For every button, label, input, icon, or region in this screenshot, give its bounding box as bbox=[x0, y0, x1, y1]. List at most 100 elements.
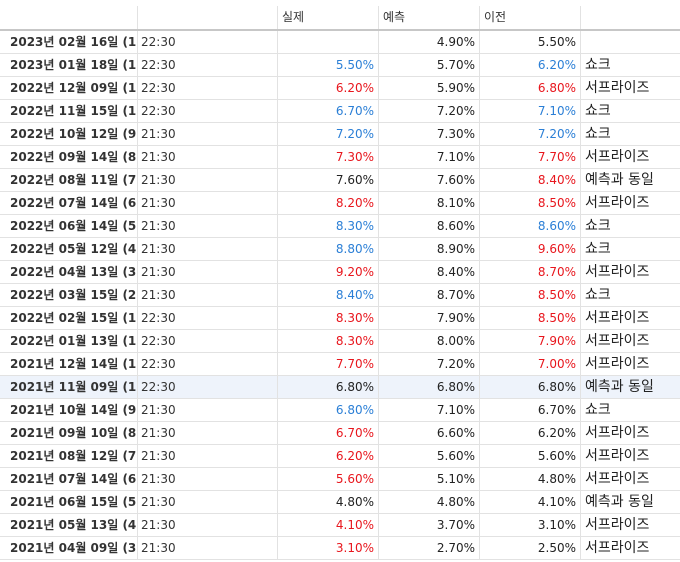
cell-forecast[interactable]: 8.70% bbox=[379, 284, 480, 307]
cell-time[interactable]: 22:30 bbox=[138, 353, 278, 376]
cell-forecast[interactable]: 2.70% bbox=[379, 537, 480, 560]
cell-forecast[interactable]: 3.70% bbox=[379, 514, 480, 537]
cell-actual[interactable]: 6.70% bbox=[278, 422, 379, 445]
cell-previous[interactable]: 5.60% bbox=[480, 445, 581, 468]
cell-time[interactable]: 21:30 bbox=[138, 537, 278, 560]
cell-date[interactable]: 2022년 06월 14일 (5 bbox=[0, 215, 138, 238]
cell-result[interactable]: 서프라이즈 bbox=[581, 330, 680, 353]
cell-forecast[interactable]: 7.90% bbox=[379, 307, 480, 330]
cell-forecast[interactable]: 5.10% bbox=[379, 468, 480, 491]
cell-time[interactable]: 21:30 bbox=[138, 491, 278, 514]
cell-result[interactable]: 쇼크 bbox=[581, 123, 680, 146]
cell-actual[interactable]: 4.10% bbox=[278, 514, 379, 537]
cell-previous[interactable]: 2.50% bbox=[480, 537, 581, 560]
cell-time[interactable]: 21:30 bbox=[138, 445, 278, 468]
cell-actual[interactable]: 7.30% bbox=[278, 146, 379, 169]
cell-time[interactable]: 21:30 bbox=[138, 146, 278, 169]
cell-actual[interactable]: 9.20% bbox=[278, 261, 379, 284]
cell-forecast[interactable]: 8.90% bbox=[379, 238, 480, 261]
cell-time[interactable]: 21:30 bbox=[138, 284, 278, 307]
cell-forecast[interactable]: 6.80% bbox=[379, 376, 480, 399]
cell-actual[interactable]: 6.80% bbox=[278, 376, 379, 399]
cell-forecast[interactable]: 6.60% bbox=[379, 422, 480, 445]
cell-date[interactable]: 2022년 01월 13일 (1 bbox=[0, 330, 138, 353]
cell-result[interactable]: 서프라이즈 bbox=[581, 146, 680, 169]
cell-result[interactable]: 서프라이즈 bbox=[581, 261, 680, 284]
cell-date[interactable]: 2023년 01월 18일 (1 bbox=[0, 54, 138, 77]
cell-previous[interactable]: 7.00% bbox=[480, 353, 581, 376]
cell-date[interactable]: 2022년 04월 13일 (3 bbox=[0, 261, 138, 284]
cell-time[interactable]: 22:30 bbox=[138, 100, 278, 123]
cell-result[interactable]: 서프라이즈 bbox=[581, 445, 680, 468]
cell-date[interactable]: 2021년 12월 14일 (1 bbox=[0, 353, 138, 376]
cell-result[interactable]: 쇼크 bbox=[581, 54, 680, 77]
header-cell-time[interactable] bbox=[138, 6, 278, 29]
cell-actual[interactable]: 6.80% bbox=[278, 399, 379, 422]
cell-previous[interactable]: 7.20% bbox=[480, 123, 581, 146]
cell-previous[interactable]: 6.80% bbox=[480, 77, 581, 100]
cell-actual[interactable]: 3.10% bbox=[278, 537, 379, 560]
cell-previous[interactable]: 8.50% bbox=[480, 307, 581, 330]
cell-time[interactable]: 21:30 bbox=[138, 215, 278, 238]
header-cell-result[interactable] bbox=[581, 6, 680, 29]
header-cell-forecast[interactable]: 예측 bbox=[379, 6, 480, 29]
cell-result[interactable]: 서프라이즈 bbox=[581, 77, 680, 100]
cell-result[interactable]: 서프라이즈 bbox=[581, 468, 680, 491]
cell-actual[interactable]: 4.80% bbox=[278, 491, 379, 514]
cell-previous[interactable]: 6.70% bbox=[480, 399, 581, 422]
cell-time[interactable]: 21:30 bbox=[138, 169, 278, 192]
cell-actual[interactable]: 8.80% bbox=[278, 238, 379, 261]
cell-actual[interactable]: 7.20% bbox=[278, 123, 379, 146]
cell-time[interactable]: 22:30 bbox=[138, 376, 278, 399]
cell-previous[interactable]: 5.50% bbox=[480, 31, 581, 54]
cell-date[interactable]: 2021년 05월 13일 (4 bbox=[0, 514, 138, 537]
cell-previous[interactable]: 3.10% bbox=[480, 514, 581, 537]
cell-date[interactable]: 2022년 08월 11일 (7 bbox=[0, 169, 138, 192]
cell-result[interactable]: 서프라이즈 bbox=[581, 514, 680, 537]
cell-time[interactable]: 21:30 bbox=[138, 514, 278, 537]
cell-actual[interactable]: 7.70% bbox=[278, 353, 379, 376]
cell-forecast[interactable]: 4.90% bbox=[379, 31, 480, 54]
cell-actual[interactable]: 6.20% bbox=[278, 77, 379, 100]
cell-previous[interactable]: 7.10% bbox=[480, 100, 581, 123]
cell-forecast[interactable]: 8.60% bbox=[379, 215, 480, 238]
cell-date[interactable]: 2022년 11월 15일 (1 bbox=[0, 100, 138, 123]
cell-date[interactable]: 2022년 02월 15일 (1 bbox=[0, 307, 138, 330]
cell-result[interactable] bbox=[581, 31, 680, 54]
cell-time[interactable]: 21:30 bbox=[138, 422, 278, 445]
cell-result[interactable]: 서프라이즈 bbox=[581, 353, 680, 376]
cell-result[interactable]: 쇼크 bbox=[581, 399, 680, 422]
cell-date[interactable]: 2021년 10월 14일 (9 bbox=[0, 399, 138, 422]
header-cell-previous[interactable]: 이전 bbox=[480, 6, 581, 29]
cell-actual[interactable]: 7.60% bbox=[278, 169, 379, 192]
cell-previous[interactable]: 6.20% bbox=[480, 422, 581, 445]
cell-result[interactable]: 예측과 동일 bbox=[581, 169, 680, 192]
cell-date[interactable]: 2021년 08월 12일 (7 bbox=[0, 445, 138, 468]
cell-result[interactable]: 쇼크 bbox=[581, 284, 680, 307]
cell-date[interactable]: 2021년 04월 09일 (3 bbox=[0, 537, 138, 560]
cell-date[interactable]: 2021년 09월 10일 (8 bbox=[0, 422, 138, 445]
cell-date[interactable]: 2023년 02월 16일 (1 bbox=[0, 31, 138, 54]
cell-time[interactable]: 22:30 bbox=[138, 330, 278, 353]
cell-previous[interactable]: 8.50% bbox=[480, 284, 581, 307]
cell-time[interactable]: 22:30 bbox=[138, 77, 278, 100]
cell-result[interactable]: 쇼크 bbox=[581, 100, 680, 123]
cell-forecast[interactable]: 5.90% bbox=[379, 77, 480, 100]
cell-forecast[interactable]: 8.40% bbox=[379, 261, 480, 284]
cell-result[interactable]: 서프라이즈 bbox=[581, 537, 680, 560]
cell-forecast[interactable]: 7.20% bbox=[379, 100, 480, 123]
cell-time[interactable]: 21:30 bbox=[138, 192, 278, 215]
cell-forecast[interactable]: 7.30% bbox=[379, 123, 480, 146]
cell-previous[interactable]: 9.60% bbox=[480, 238, 581, 261]
cell-actual[interactable]: 5.50% bbox=[278, 54, 379, 77]
cell-forecast[interactable]: 7.10% bbox=[379, 146, 480, 169]
cell-forecast[interactable]: 7.10% bbox=[379, 399, 480, 422]
cell-previous[interactable]: 4.80% bbox=[480, 468, 581, 491]
cell-time[interactable]: 21:30 bbox=[138, 399, 278, 422]
cell-forecast[interactable]: 7.60% bbox=[379, 169, 480, 192]
cell-date[interactable]: 2021년 11월 09일 (1 bbox=[0, 376, 138, 399]
cell-time[interactable]: 21:30 bbox=[138, 123, 278, 146]
cell-forecast[interactable]: 5.60% bbox=[379, 445, 480, 468]
cell-time[interactable]: 21:30 bbox=[138, 261, 278, 284]
cell-forecast[interactable]: 5.70% bbox=[379, 54, 480, 77]
